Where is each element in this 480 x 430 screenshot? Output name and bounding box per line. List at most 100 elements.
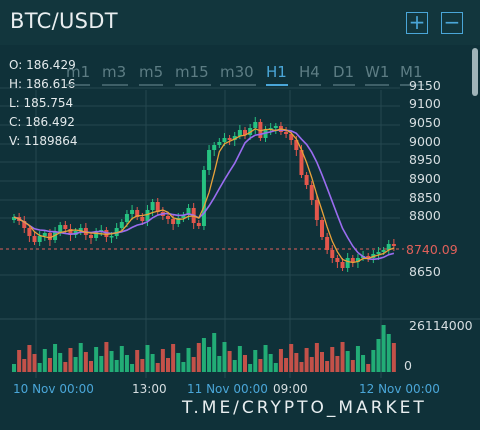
candle-body — [294, 140, 299, 150]
volume-bar — [150, 354, 155, 372]
zoom-in-button[interactable]: + — [406, 12, 428, 34]
timeframe-underline — [175, 84, 211, 86]
volume-bar — [12, 364, 16, 372]
candle-body — [340, 262, 345, 268]
candle-body — [366, 256, 371, 258]
volume-bar — [130, 364, 135, 372]
volume-tick-max: 26114000 — [409, 318, 473, 333]
candle-body — [381, 250, 386, 252]
volume-bar — [340, 342, 345, 372]
volume-bar — [355, 346, 360, 372]
volume-bar — [22, 359, 27, 372]
candle-body — [325, 237, 330, 250]
candle-body — [176, 218, 181, 224]
candle-body — [150, 202, 155, 210]
ohlc-close: C: 186.492 — [9, 115, 75, 129]
volume-bar — [201, 338, 206, 372]
ohlc-volume: V: 1189864 — [9, 134, 78, 148]
timeframe-m30[interactable]: m30 — [220, 63, 254, 81]
volume-bar — [176, 353, 181, 372]
candle-body — [171, 219, 176, 224]
price-tick: 8900 — [409, 171, 441, 186]
candle-body — [299, 150, 304, 175]
volume-bar — [248, 364, 253, 372]
volume-bar — [160, 349, 165, 372]
time-tick: 13:00 — [132, 382, 167, 396]
volume-bar — [78, 343, 83, 372]
candle-body — [42, 233, 47, 236]
candle-body — [155, 202, 160, 212]
volume-bar — [294, 353, 299, 372]
volume-bar — [314, 343, 319, 372]
timeframe-m15[interactable]: m15 — [175, 63, 209, 81]
volume-bar — [17, 350, 22, 372]
candle-body — [386, 244, 391, 250]
candle-body — [89, 235, 93, 238]
candle-body — [289, 134, 294, 140]
scrollbar[interactable] — [472, 48, 478, 96]
volume-bar — [243, 355, 247, 372]
timeframe-h4[interactable]: H4 — [299, 63, 320, 81]
time-tick: 11 Nov 00:00 — [187, 382, 268, 396]
price-tick: 9050 — [409, 115, 441, 130]
volume-bar — [191, 357, 196, 372]
timeframe-underline — [299, 84, 321, 86]
candle-body — [330, 250, 335, 258]
timeframe-underline — [66, 84, 90, 86]
volume-bar — [99, 356, 104, 372]
candle-body — [284, 132, 289, 134]
moving-average-slow — [13, 129, 395, 261]
volume-bar — [42, 349, 47, 372]
timeframe-underline — [365, 84, 389, 86]
candle-body — [78, 228, 83, 231]
timeframe-underline-active — [266, 84, 288, 86]
plus-icon: + — [408, 10, 426, 34]
price-tick: 9000 — [409, 134, 441, 149]
timeframe-m1[interactable]: m1 — [66, 63, 91, 81]
ohlc-low: L: 185.754 — [9, 96, 74, 110]
candle-body — [258, 122, 263, 138]
title-bar: BTC/USDT + − — [0, 0, 480, 45]
candle-body — [130, 210, 135, 214]
timeframe-m3[interactable]: m3 — [102, 63, 127, 81]
candle-body — [186, 208, 191, 215]
candle-body — [145, 210, 150, 221]
timeframe-h1[interactable]: H1 — [266, 63, 287, 81]
volume-bar — [124, 355, 129, 372]
candle-body — [376, 252, 381, 254]
candle-body — [119, 222, 124, 228]
price-tick: 8650 — [409, 264, 441, 279]
zoom-out-button[interactable]: − — [441, 12, 463, 34]
symbol-title: BTC/USDT — [10, 9, 118, 33]
price-tick: 8800 — [409, 208, 441, 223]
candle-body — [391, 244, 396, 246]
timeframe-mo1[interactable]: M1 — [400, 63, 423, 81]
candle-body — [12, 217, 16, 220]
volume-bar — [386, 334, 391, 372]
volume-bar — [68, 348, 73, 372]
candle-body — [94, 232, 99, 238]
watermark: T.ME/CRYPTO_MARKET — [182, 398, 427, 418]
candle-body — [237, 130, 242, 136]
time-tick: 12 Nov 00:00 — [359, 382, 440, 396]
volume-bar — [299, 362, 304, 372]
candle-body — [309, 185, 314, 200]
candle-body — [196, 223, 201, 226]
timeframe-d1[interactable]: D1 — [333, 63, 355, 81]
candle-body — [335, 258, 340, 262]
candle-body — [27, 228, 32, 236]
volume-bar — [381, 325, 386, 372]
minus-icon: − — [443, 10, 461, 34]
volume-bar — [273, 363, 278, 372]
candle-body — [63, 225, 68, 229]
timeframe-w1[interactable]: W1 — [365, 63, 390, 81]
candle-body — [222, 138, 227, 142]
timeframe-underline — [400, 84, 424, 86]
timeframe-m5[interactable]: m5 — [139, 63, 164, 81]
volume-bar — [268, 354, 273, 372]
volume-bar — [366, 364, 371, 372]
volume-bar — [47, 358, 52, 372]
time-tick: 10 Nov 00:00 — [13, 382, 94, 396]
volume-bar — [196, 343, 201, 372]
volume-bar — [207, 347, 212, 372]
